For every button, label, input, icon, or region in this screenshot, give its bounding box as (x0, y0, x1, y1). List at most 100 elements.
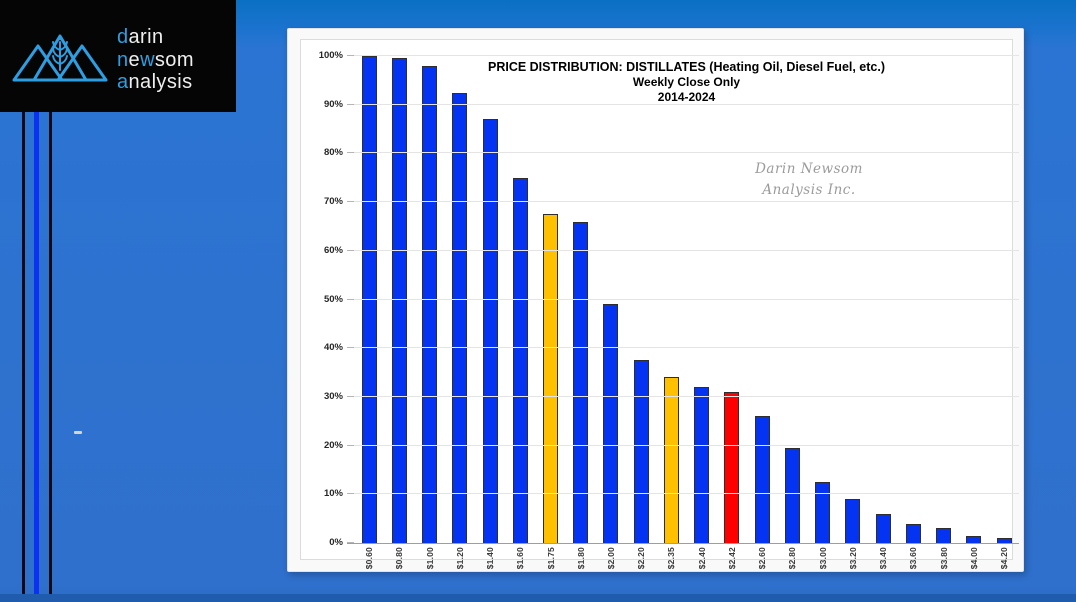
bar (724, 392, 740, 543)
y-axis-label: 50% (323, 293, 343, 305)
vertical-rule-black-2 (49, 112, 52, 602)
bar (966, 535, 982, 543)
watermark: Darin Newsom Analysis Inc. (709, 159, 909, 201)
x-axis-label: $3.00 (817, 547, 828, 570)
gridline (354, 395, 1019, 397)
bar (452, 92, 468, 543)
chart-title-block: PRICE DISTRIBUTION: DISTILLATES (Heating… (354, 59, 1019, 105)
x-axis-label: $1.75 (545, 547, 556, 570)
x-label-slot: $1.60 (505, 547, 535, 577)
gridline (354, 249, 1019, 251)
chart-panel: PRICE DISTRIBUTION: DISTILLATES (Heating… (287, 28, 1024, 572)
watermark-line-2: Analysis Inc. (762, 182, 856, 198)
x-axis-label: $1.00 (424, 547, 435, 570)
bar (422, 65, 438, 543)
y-axis-tick (347, 249, 354, 251)
bar (815, 482, 831, 543)
x-axis-label: $1.60 (515, 547, 526, 570)
bar-slot (354, 56, 384, 543)
y-axis-tick (347, 444, 354, 446)
chart-plot-frame: PRICE DISTRIBUTION: DISTILLATES (Heating… (300, 39, 1019, 569)
x-label-slot: $3.00 (808, 547, 838, 577)
bar (936, 528, 952, 543)
bar-slot (475, 56, 505, 543)
x-axis-label: $2.60 (757, 547, 768, 570)
bar-slot (687, 56, 717, 543)
x-label-slot: $1.00 (414, 547, 444, 577)
gridline (354, 201, 1019, 203)
x-axis-label: $1.80 (575, 547, 586, 570)
y-axis-label: 70% (323, 196, 343, 208)
x-label-slot: $2.20 (626, 547, 656, 577)
x-axis-label: $1.40 (485, 547, 496, 570)
bar (633, 360, 649, 543)
gridline (354, 55, 1019, 56)
y-axis-tick (347, 55, 354, 56)
bar-slot (596, 56, 626, 543)
bar-slot (808, 56, 838, 543)
bar (996, 538, 1012, 543)
bar-slot (445, 56, 475, 543)
bar (573, 221, 589, 543)
bar-slot (868, 56, 898, 543)
plot-area: PRICE DISTRIBUTION: DISTILLATES (Heating… (319, 50, 1019, 569)
bar (905, 523, 921, 543)
gridline (354, 103, 1019, 105)
bar (391, 58, 407, 543)
x-label-slot: $2.80 (777, 547, 807, 577)
x-axis-label: $1.20 (454, 547, 465, 570)
x-axis-label: $4.20 (999, 547, 1010, 570)
y-axis-tick (347, 201, 354, 203)
bar-slot (566, 56, 596, 543)
x-label-slot: $2.42 (717, 547, 747, 577)
x-axis-label: $4.00 (968, 547, 979, 570)
y-axis-tick (347, 298, 354, 300)
bar-slot (959, 56, 989, 543)
x-axis-label: $3.20 (847, 547, 858, 570)
bar (482, 119, 498, 543)
y-axis-label: 80% (323, 147, 343, 159)
bar-slot (928, 56, 958, 543)
bar (512, 177, 528, 543)
chart-title: PRICE DISTRIBUTION: DISTILLATES (Heating… (487, 60, 886, 74)
gridline (354, 152, 1019, 154)
bar-slot (626, 56, 656, 543)
x-axis-labels: $0.60 $0.80 $1.00 $1.20 $1.40 $1.60 $1.75 $1.80… (354, 547, 1019, 577)
y-axis-tick (347, 542, 354, 543)
bar-slot (656, 56, 686, 543)
x-axis-label: $0.80 (394, 547, 405, 570)
chart-subtitle: Weekly Close Only (632, 75, 741, 89)
bar-slot (384, 56, 414, 543)
x-axis-label: $2.35 (666, 547, 677, 570)
chart-period: 2014-2024 (657, 90, 716, 104)
wheat-icon (52, 36, 68, 71)
logo-word: darin (117, 26, 164, 48)
watermark-line-1: Darin Newsom (755, 161, 863, 177)
x-label-slot: $2.40 (687, 547, 717, 577)
x-label-slot: $2.00 (596, 547, 626, 577)
y-axis-label: 90% (323, 98, 343, 110)
dna-mountains-icon (12, 34, 108, 82)
x-label-slot: $0.80 (384, 547, 414, 577)
bar-slot (717, 56, 747, 543)
gridline (354, 347, 1019, 349)
bar (754, 416, 770, 543)
y-axis-label: 30% (323, 390, 343, 402)
x-label-slot: $1.75 (535, 547, 565, 577)
vertical-rule-blue (34, 112, 39, 602)
y-axis-tick (347, 493, 354, 495)
x-label-slot: $2.35 (656, 547, 686, 577)
x-axis-line (347, 543, 1019, 544)
x-axis-label: $2.80 (787, 547, 798, 570)
y-axis-label: 0% (329, 537, 343, 548)
bar-slot (535, 56, 565, 543)
bar-slot (989, 56, 1019, 543)
y-axis-label: 100% (318, 50, 343, 61)
x-axis-label: $2.40 (696, 547, 707, 570)
x-label-slot: $3.80 (928, 547, 958, 577)
vertical-rule-black-1 (22, 112, 25, 602)
x-axis-label: $3.40 (878, 547, 889, 570)
bar (663, 377, 679, 543)
x-axis-label: $2.42 (726, 547, 737, 570)
gridline (354, 444, 1019, 446)
